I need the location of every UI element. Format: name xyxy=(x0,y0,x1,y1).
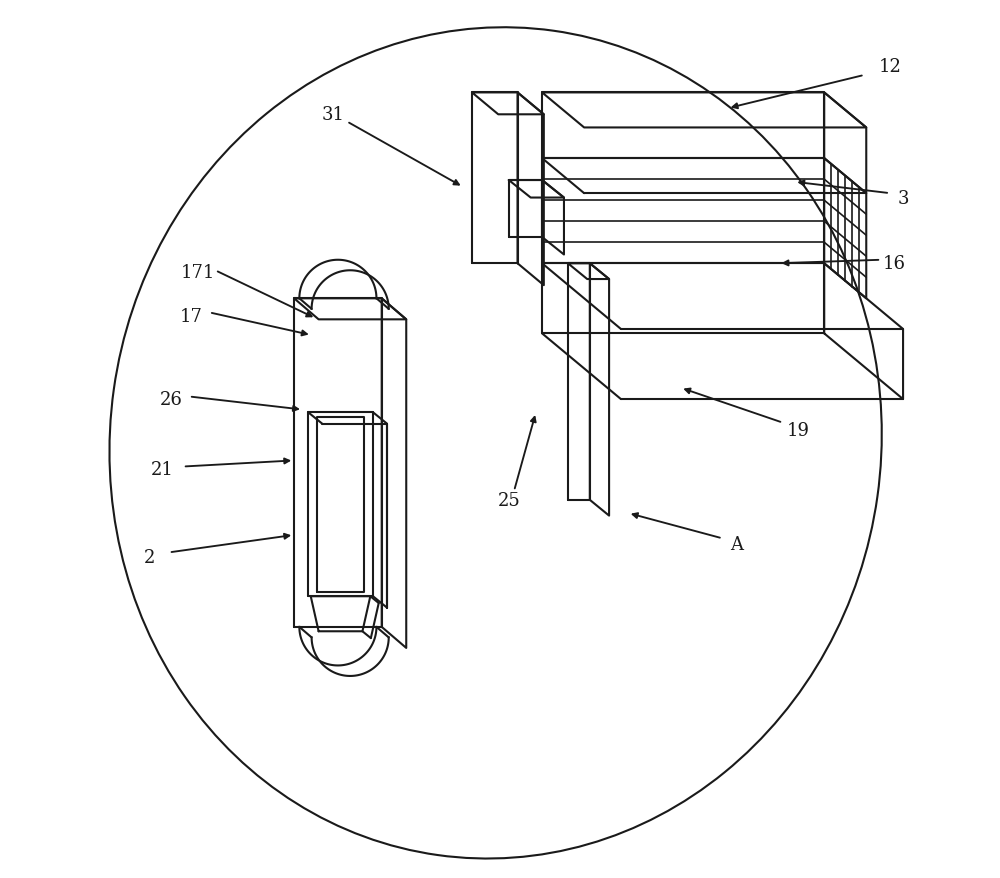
Text: 171: 171 xyxy=(181,263,215,282)
Text: 25: 25 xyxy=(497,492,520,509)
Text: 19: 19 xyxy=(786,421,809,439)
Text: 31: 31 xyxy=(322,106,345,124)
Text: 16: 16 xyxy=(883,255,906,273)
Text: 21: 21 xyxy=(151,461,174,479)
Text: 2: 2 xyxy=(144,548,155,566)
Text: 3: 3 xyxy=(897,190,909,207)
Text: 12: 12 xyxy=(878,58,901,76)
Text: A: A xyxy=(730,535,743,553)
Text: 26: 26 xyxy=(160,391,183,408)
Text: 17: 17 xyxy=(180,307,203,326)
